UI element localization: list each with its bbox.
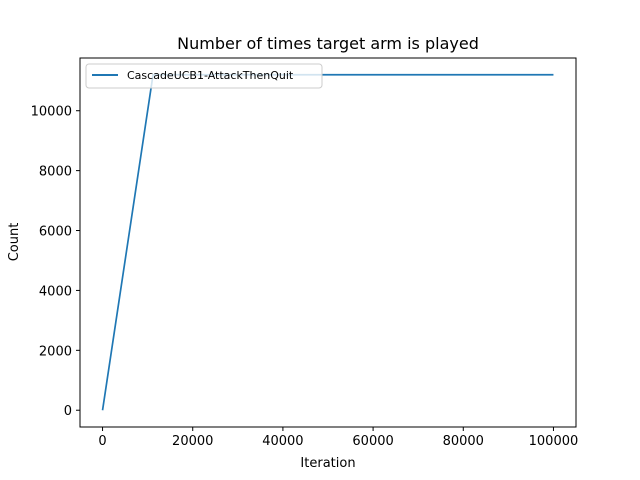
y-tick-label: 2000 [39, 344, 72, 359]
x-tick-label: 20000 [172, 434, 213, 449]
series-layer [101, 73, 554, 411]
y-tick-label: 4000 [39, 284, 72, 299]
x-tick-label: 80000 [443, 434, 484, 449]
x-tick-label: 40000 [262, 434, 303, 449]
y-tick-label: 0 [64, 404, 72, 419]
x-tick-label: 100000 [529, 434, 579, 449]
y-tick-label: 6000 [39, 225, 72, 240]
legend-box [85, 63, 323, 89]
legend-label: CascadeUCB1-AttackThenQuit [127, 69, 294, 82]
y-tick-label: 10000 [31, 105, 72, 120]
x-tick-label: 0 [98, 434, 106, 449]
plot-frame [79, 57, 577, 428]
y-axis-label: Count [7, 223, 22, 262]
chart-title: Number of times target arm is played [177, 34, 479, 53]
x-axis-ticks: 0 20000 40000 60000 80000 100000 [98, 427, 578, 449]
y-tick-label: 8000 [39, 165, 72, 180]
series-line-cascadeucb1-attackthenquit [101, 73, 554, 411]
x-axis-label: Iteration [300, 456, 355, 471]
legend: CascadeUCB1-AttackThenQuit [85, 63, 323, 89]
y-axis-ticks: 0 2000 4000 6000 8000 10000 [31, 105, 80, 419]
x-tick-label: 60000 [352, 434, 393, 449]
